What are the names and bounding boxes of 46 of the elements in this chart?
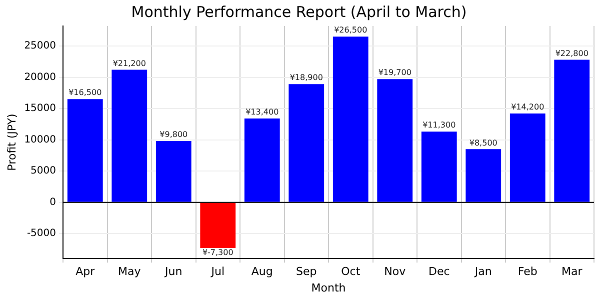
bar: [156, 141, 192, 202]
x-axis-title: Month: [311, 281, 346, 294]
data-label: ¥26,500: [334, 26, 368, 35]
data-label: ¥8,500: [469, 138, 498, 148]
data-label: ¥13,400: [246, 108, 279, 117]
data-label: ¥21,200: [112, 58, 146, 68]
bar: [244, 118, 280, 202]
data-label: ¥9,800: [160, 130, 188, 140]
data-label: ¥19,700: [378, 68, 412, 78]
bar: [200, 202, 236, 248]
y-tick-label: 10000: [24, 134, 56, 146]
y-axis-title: Profit (JPY): [5, 114, 18, 171]
x-tick-label: Feb: [518, 265, 538, 278]
y-tick-label: 15000: [24, 103, 56, 114]
data-label: ¥16,500: [68, 88, 102, 98]
bar: [332, 36, 368, 202]
bar: [288, 84, 324, 202]
bar: [377, 79, 413, 202]
chart-title: Monthly Performance Report (April to March): [131, 2, 467, 21]
y-tick-label: 0: [50, 196, 56, 208]
x-tick-label: May: [118, 265, 142, 278]
x-tick-label: Apr: [76, 265, 96, 278]
x-tick-label: Jul: [210, 265, 225, 278]
x-tick-label: Sep: [296, 265, 317, 278]
data-label: ¥-7,300: [202, 248, 234, 258]
y-tick-label: 25000: [24, 40, 56, 52]
bar: [554, 60, 590, 202]
x-tick-label: Nov: [384, 265, 406, 278]
x-tick-label: Jun: [164, 265, 182, 278]
y-tick-label: 20000: [24, 72, 56, 83]
x-tick-label: Mar: [561, 265, 583, 278]
data-label: ¥18,900: [290, 73, 323, 82]
bar: [67, 99, 103, 202]
x-tick-label: Oct: [341, 265, 361, 278]
data-label: ¥14,200: [511, 102, 544, 112]
x-tick-label: Aug: [251, 265, 273, 278]
x-tick-label: Dec: [428, 265, 450, 278]
data-label: ¥22,800: [555, 48, 588, 58]
y-tick-label: 5000: [30, 166, 56, 177]
y-tick-label: -5000: [26, 228, 56, 240]
bar: [421, 132, 457, 202]
bar: [466, 149, 502, 202]
x-tick-label: Jan: [474, 265, 492, 278]
data-label: ¥11,300: [422, 120, 456, 130]
bar: [510, 114, 546, 202]
bar: [112, 70, 148, 202]
